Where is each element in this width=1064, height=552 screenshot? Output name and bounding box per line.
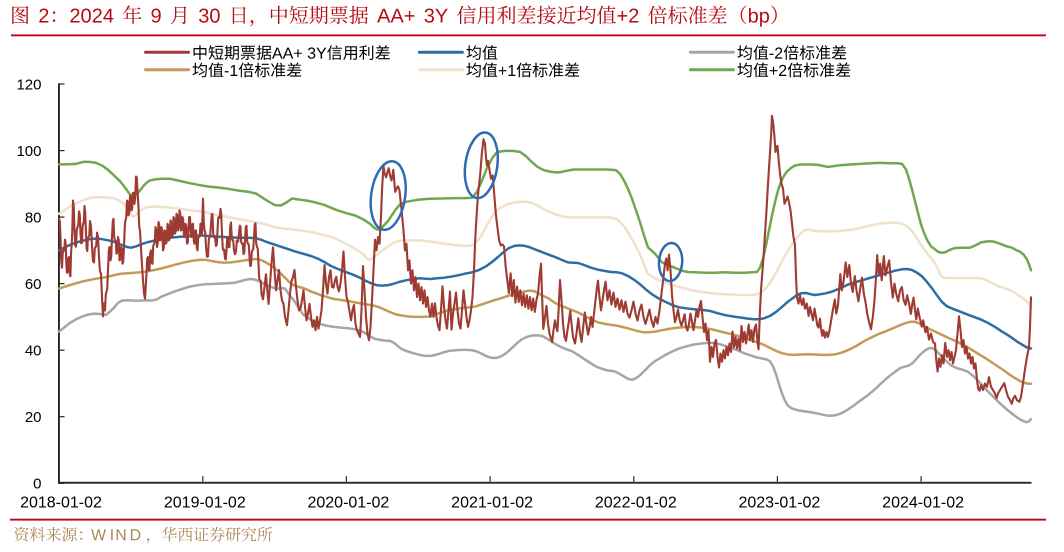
svg-text:0: 0: [33, 476, 41, 493]
svg-text:120: 120: [16, 76, 41, 93]
svg-text:2020-01-02: 2020-01-02: [307, 495, 389, 512]
svg-text:2018-01-02: 2018-01-02: [20, 495, 102, 512]
svg-text:100: 100: [16, 143, 41, 160]
svg-text:2024-01-02: 2024-01-02: [882, 495, 964, 512]
svg-text:40: 40: [25, 343, 42, 360]
svg-text:20: 20: [25, 409, 42, 426]
svg-text:2022-01-02: 2022-01-02: [595, 495, 677, 512]
svg-text:60: 60: [25, 276, 42, 293]
svg-text:2023-01-02: 2023-01-02: [738, 495, 820, 512]
svg-text:80: 80: [25, 210, 42, 227]
svg-text:2019-01-02: 2019-01-02: [164, 495, 246, 512]
svg-text:2021-01-02: 2021-01-02: [451, 495, 533, 512]
